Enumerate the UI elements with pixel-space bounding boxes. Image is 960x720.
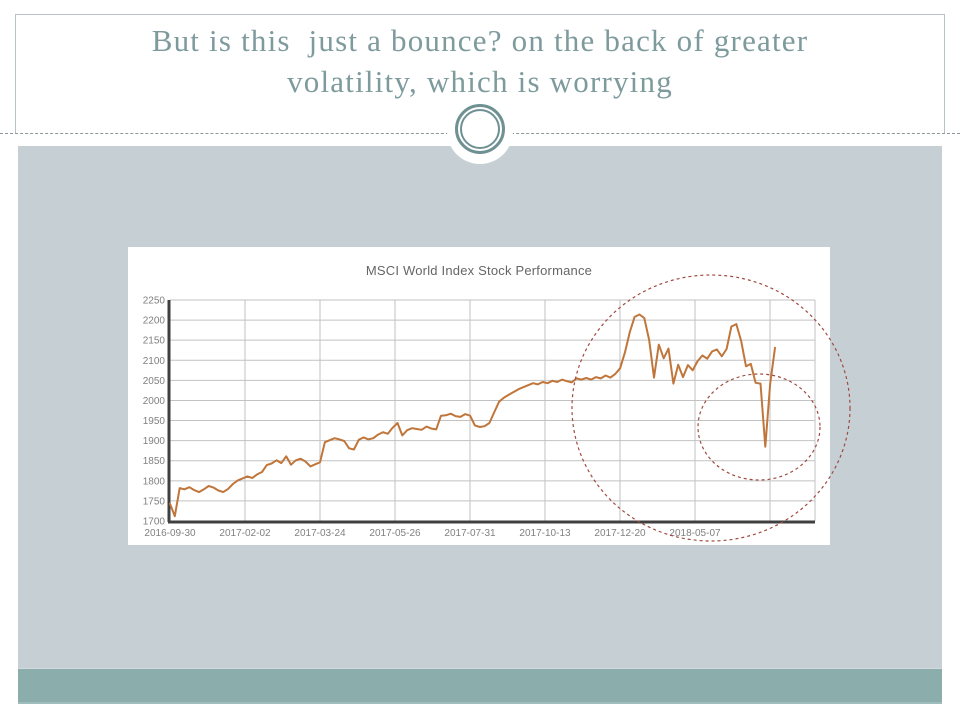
- chart-title: MSCI World Index Stock Performance: [365, 263, 593, 278]
- line-chart: 1700 1750 1800 1850 1900 1950 2000 2050 2100 2150…: [143, 296, 816, 539]
- svg-text:1850: 1850: [143, 456, 166, 467]
- svg-text:2017-05-26: 2017-05-26: [369, 528, 421, 539]
- slide-title: But is this just a bounce? on the back o…: [16, 15, 944, 103]
- circle-ornament: [455, 104, 505, 154]
- svg-text:2017-03-24: 2017-03-24: [294, 528, 346, 539]
- svg-text:1950: 1950: [143, 416, 166, 427]
- svg-text:2050: 2050: [143, 376, 166, 387]
- svg-text:2017-02-02: 2017-02-02: [219, 528, 271, 539]
- svg-text:2016-09-30: 2016-09-30: [144, 528, 196, 539]
- svg-text:2018-05-07: 2018-05-07: [669, 528, 721, 539]
- title-line-1: But is this just a bounce? on the back o…: [151, 23, 809, 58]
- svg-text:2250: 2250: [143, 296, 166, 307]
- svg-text:2017-12-20: 2017-12-20: [594, 528, 646, 539]
- title-line-2: volatility, which is worrying: [287, 63, 673, 99]
- bottom-accent-band: [18, 668, 942, 704]
- svg-text:2200: 2200: [143, 316, 166, 327]
- svg-text:2100: 2100: [143, 356, 166, 367]
- svg-text:2017-10-13: 2017-10-13: [519, 528, 571, 539]
- svg-text:2017-07-31: 2017-07-31: [444, 528, 496, 539]
- svg-text:2000: 2000: [143, 396, 166, 407]
- circle-ornament-inner-ring: [460, 109, 500, 149]
- chart-card: 1700 1750 1800 1850 1900 1950 2000 2050 2100 2150…: [128, 247, 830, 545]
- svg-text:2150: 2150: [143, 336, 166, 347]
- svg-text:1800: 1800: [143, 476, 166, 487]
- svg-text:1700: 1700: [143, 517, 166, 528]
- svg-text:1900: 1900: [143, 436, 166, 447]
- svg-text:1750: 1750: [143, 496, 166, 507]
